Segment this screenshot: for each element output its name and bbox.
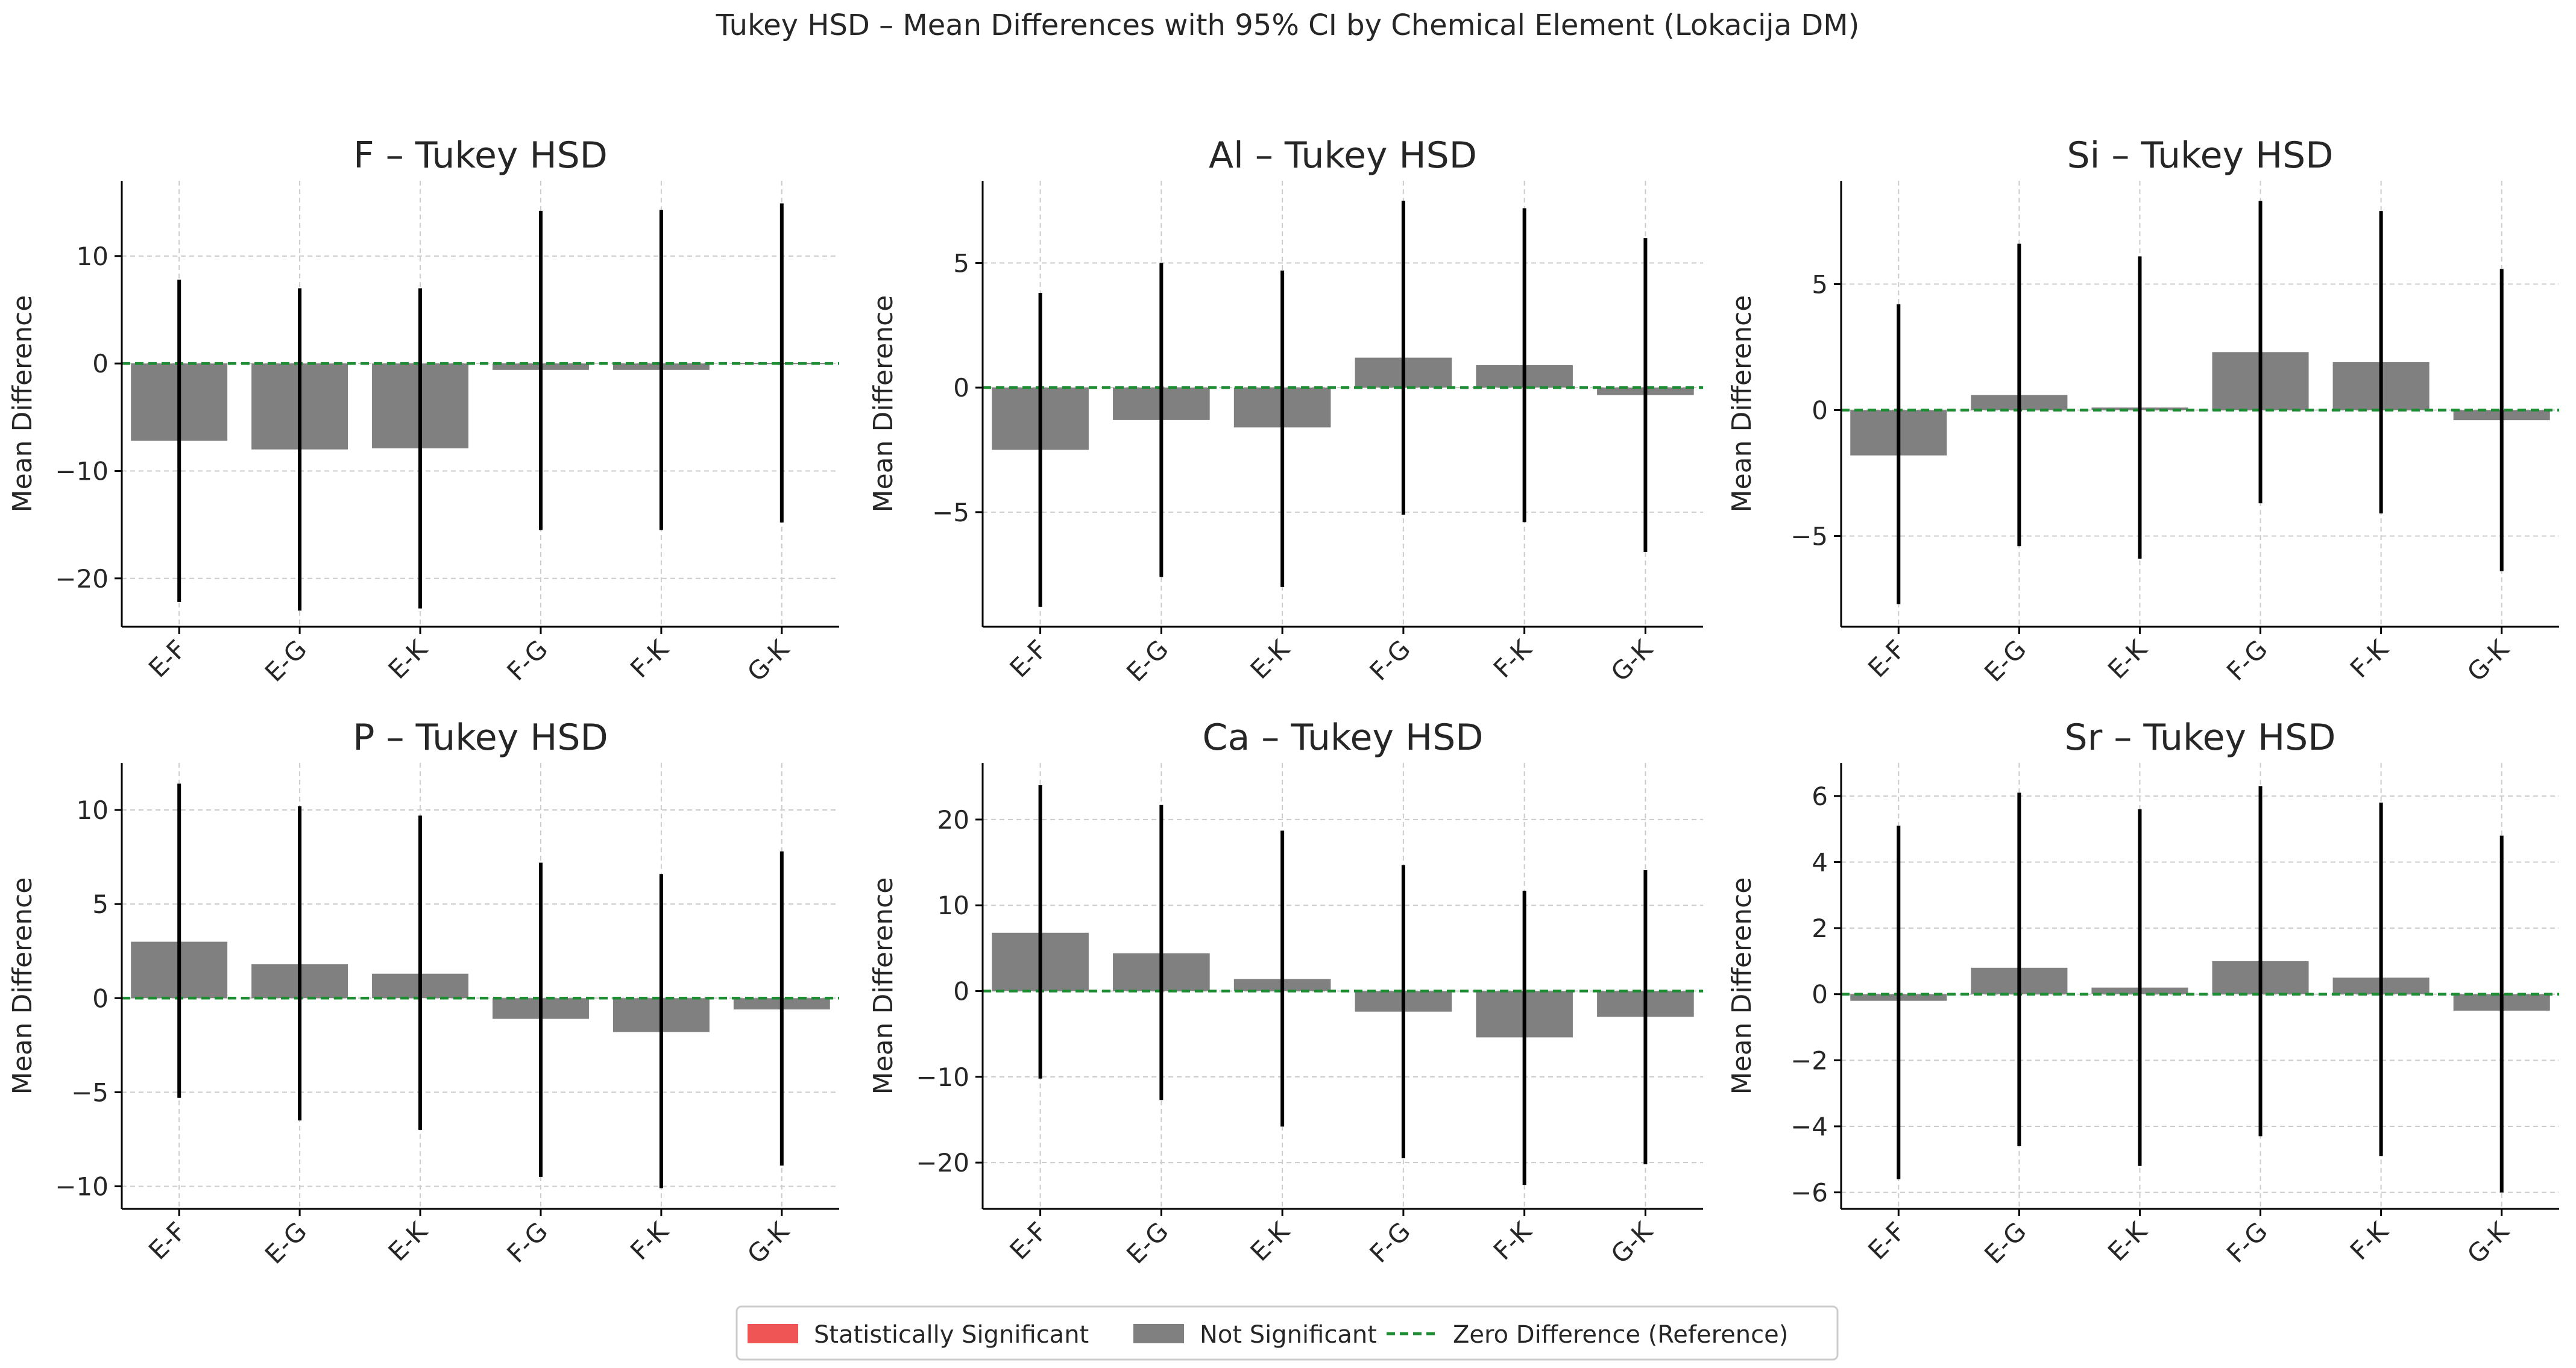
y-axis-label: Mean Difference <box>7 295 38 513</box>
x-tick-label: E-G <box>1121 1216 1174 1269</box>
legend-swatch-1 <box>1133 1324 1184 1343</box>
x-tick-label: E-G <box>259 634 312 687</box>
x-tick-label: E-F <box>1004 634 1053 683</box>
subplot-panel: −20 −10 0 10 20 E-F E-G E-K F-G F-K G-K Ca – Tukey … <box>868 717 1703 1270</box>
x-tick-label: F-G <box>1364 634 1416 686</box>
x-tick-label: G-K <box>742 633 795 687</box>
x-tick-label: E-G <box>1979 1216 2032 1269</box>
y-tick-label: −5 <box>932 498 969 527</box>
figure-title: Tukey HSD – Mean Differences with 95% CI… <box>716 8 1860 42</box>
x-tick-label: E-F <box>143 634 192 683</box>
x-tick-label: E-F <box>1862 1216 1911 1265</box>
x-tick-label: F-K <box>2345 633 2395 683</box>
x-tick-label: F-G <box>1364 1216 1416 1269</box>
y-tick-label: 5 <box>92 890 109 919</box>
y-axis-label: Mean Difference <box>868 877 899 1095</box>
y-tick-label: 0 <box>953 373 969 403</box>
subplot-panel: −5 0 5 E-F E-G E-K F-G F-K G-K Si – Tukey HSD Mean… <box>1727 134 2559 688</box>
y-tick-label: 0 <box>92 349 109 378</box>
y-tick-label: 10 <box>77 795 109 825</box>
x-tick-label: E-G <box>1121 634 1174 687</box>
legend-label-1: Not Significant <box>1200 1321 1377 1349</box>
x-tick-label: E-F <box>143 1216 192 1265</box>
x-tick-label: E-K <box>1245 1216 1296 1267</box>
subplot-panel: −20 −10 0 10 E-F E-G E-K F-G F-K G-K F – Tukey HSD… <box>7 134 839 688</box>
subplot-title: F – Tukey HSD <box>353 134 608 177</box>
x-tick-label: E-F <box>1004 1216 1053 1265</box>
x-tick-label: F-K <box>625 633 675 683</box>
x-tick-label: F-G <box>501 634 553 686</box>
x-tick-label: E-K <box>2102 633 2153 685</box>
y-axis-label: Mean Difference <box>868 295 899 513</box>
y-tick-label: 0 <box>953 977 969 1006</box>
y-tick-label: 2 <box>1812 914 1828 943</box>
x-tick-label: E-F <box>1862 634 1911 683</box>
subplot-title: Sr – Tukey HSD <box>2065 717 2336 759</box>
x-tick-label: F-K <box>1488 1216 1538 1266</box>
x-tick-label: G-K <box>1605 633 1659 687</box>
subplot-title: P – Tukey HSD <box>353 717 608 759</box>
x-tick-label: E-G <box>1979 634 2032 687</box>
x-tick-label: G-K <box>1605 1216 1659 1269</box>
subplot-panel: −10 −5 0 5 10 E-F E-G E-K F-G F-K G-K P – Tukey HSD… <box>7 717 839 1270</box>
x-tick-label: F-G <box>2221 1216 2273 1269</box>
y-tick-label: −10 <box>55 456 109 486</box>
x-tick-label: F-G <box>2221 634 2273 686</box>
x-tick-label: G-K <box>2461 633 2515 687</box>
legend-label-0: Statistically Significant <box>814 1321 1089 1349</box>
y-axis-label: Mean Difference <box>1727 877 1757 1095</box>
subplot-title: Al – Tukey HSD <box>1209 134 1477 177</box>
subplot-title: Si – Tukey HSD <box>2067 134 2334 177</box>
legend-swatch-0 <box>748 1324 798 1343</box>
y-tick-label: 5 <box>953 248 969 278</box>
subplot-panel: −6 −4 −2 0 2 4 6 E-F E-G E-K F-G F-K G-K Sr – Tukey H… <box>1727 717 2559 1270</box>
y-tick-label: −4 <box>1790 1112 1828 1141</box>
x-tick-label: G-K <box>2461 1216 2515 1269</box>
x-tick-label: F-K <box>1488 633 1538 683</box>
y-tick-label: 10 <box>77 242 109 271</box>
y-tick-label: −20 <box>916 1148 969 1178</box>
y-tick-label: −6 <box>1790 1178 1828 1208</box>
y-tick-label: −5 <box>71 1078 109 1107</box>
y-tick-label: 0 <box>1812 980 1828 1009</box>
x-tick-label: F-K <box>2345 1216 2395 1266</box>
y-tick-label: 20 <box>937 805 969 835</box>
y-tick-label: 0 <box>1812 395 1828 425</box>
y-tick-label: −10 <box>55 1172 109 1202</box>
y-tick-label: 0 <box>92 984 109 1013</box>
y-tick-label: −20 <box>55 564 109 594</box>
x-tick-label: F-G <box>501 1216 553 1269</box>
x-tick-label: E-K <box>2102 1216 2153 1267</box>
y-tick-label: 4 <box>1812 847 1828 877</box>
legend-box <box>735 1305 1839 1361</box>
y-tick-label: 5 <box>1812 269 1828 299</box>
y-axis-label: Mean Difference <box>7 877 38 1095</box>
y-axis-label: Mean Difference <box>1727 295 1757 513</box>
x-tick-label: G-K <box>742 1216 795 1269</box>
legend-label-2: Zero Difference (Reference) <box>1453 1321 1788 1349</box>
x-tick-label: E-K <box>1245 633 1296 685</box>
y-tick-label: −2 <box>1790 1046 1828 1075</box>
y-tick-label: 10 <box>937 891 969 920</box>
x-tick-label: E-G <box>259 1216 312 1269</box>
x-tick-label: F-K <box>625 1216 675 1266</box>
y-tick-label: −5 <box>1790 521 1828 551</box>
legend: Statistically Significant Not Significant… <box>735 1305 1839 1361</box>
subplot-title: Ca – Tukey HSD <box>1203 717 1484 759</box>
y-tick-label: −10 <box>916 1062 969 1092</box>
x-tick-label: E-K <box>383 1216 434 1267</box>
x-tick-label: E-K <box>383 633 434 685</box>
y-tick-label: 6 <box>1812 782 1828 811</box>
subplot-panel: −5 0 5 E-F E-G E-K F-G F-K G-K Al – Tukey HSD Mean… <box>868 134 1703 688</box>
